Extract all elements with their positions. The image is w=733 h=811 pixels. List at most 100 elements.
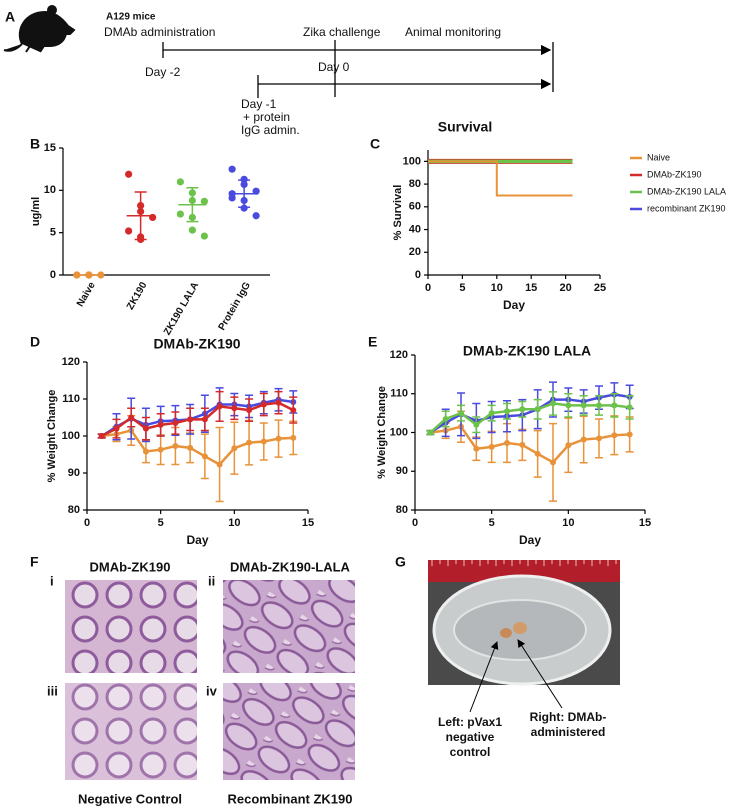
- data-point: [187, 444, 194, 451]
- data-point: [611, 432, 618, 439]
- panel-label: F: [30, 554, 39, 570]
- data-point: [149, 213, 157, 222]
- data-point: [458, 410, 464, 417]
- error-bar: [186, 187, 199, 223]
- data-point: [201, 416, 208, 423]
- data-point: [626, 404, 633, 411]
- sample-right: [513, 622, 527, 634]
- strain: A129 mice: [106, 12, 156, 23]
- y-tick-label: 40: [409, 223, 421, 235]
- panel-label: A: [5, 9, 15, 25]
- chart-title: DMAb-ZK190 LALA: [463, 343, 591, 359]
- data-point: [275, 399, 282, 406]
- y-axis-label: % Survival: [392, 185, 404, 241]
- ruler-ticks: [431, 560, 617, 566]
- y-tick-label: 120: [390, 349, 408, 361]
- x-tick-label: ZK190: [125, 280, 150, 312]
- photo-ruler: [428, 560, 620, 582]
- x-axis-label: Day: [503, 298, 525, 312]
- x-tick-label: 10: [562, 517, 574, 529]
- histology-image: [223, 580, 355, 673]
- image-title: DMAb-ZK190-LALA: [230, 559, 350, 574]
- data-point: [504, 408, 510, 415]
- x-axis-label: Day: [519, 533, 541, 547]
- data-point: [565, 442, 572, 449]
- mouse-icon: [3, 10, 76, 53]
- day-label: Day -2: [145, 65, 181, 79]
- sample-left: [500, 628, 512, 638]
- data-point: [596, 402, 602, 409]
- data-point: [260, 401, 267, 408]
- histology-image: [65, 580, 197, 673]
- x-tick-label: Protein IgG: [217, 280, 254, 332]
- data-point: [290, 407, 297, 414]
- x-tick-label: 0: [425, 282, 431, 294]
- data-point: [488, 443, 495, 450]
- step-label: IgG admin.: [241, 123, 300, 137]
- image-numeral: iii: [47, 683, 58, 698]
- error-bar: [134, 191, 147, 241]
- data-point: [142, 425, 149, 432]
- step-label: DMAb administration: [104, 25, 215, 39]
- data-point: [200, 197, 208, 205]
- y-tick-label: 0: [415, 269, 421, 281]
- legend-label: recombinant ZK190: [647, 203, 726, 213]
- y-tick-label: 100: [62, 430, 80, 442]
- y-tick-label: 100: [390, 426, 408, 438]
- legend-label: DMAb-ZK190 LALA: [647, 186, 726, 196]
- step-label: + protein: [243, 110, 290, 124]
- y-tick-label: 100: [403, 155, 421, 167]
- data-point: [252, 212, 260, 220]
- y-tick-label: 5: [50, 227, 56, 239]
- y-tick-label: 80: [68, 504, 80, 516]
- data-point: [550, 400, 556, 407]
- y-axis-label: ug/ml: [30, 197, 42, 226]
- data-point: [187, 416, 194, 423]
- data-point: [228, 165, 236, 173]
- image-numeral: ii: [208, 573, 215, 588]
- photo-label: negative: [446, 730, 495, 744]
- data-point: [176, 178, 184, 186]
- x-tick-label: 0: [412, 517, 418, 529]
- data-point: [240, 204, 248, 212]
- x-tick-label: 15: [302, 517, 314, 529]
- photo-label: administered: [531, 725, 606, 739]
- data-point: [176, 210, 184, 218]
- error-bar: [238, 179, 251, 209]
- panel-label: B: [30, 136, 40, 152]
- y-tick-label: 90: [68, 467, 80, 479]
- y-tick-label: 110: [62, 393, 80, 405]
- photo-label: Right: DMAb-: [530, 710, 607, 724]
- data-point: [565, 402, 572, 409]
- image-title: DMAb-ZK190: [90, 559, 171, 574]
- y-axis-label: % Weight Change: [376, 386, 388, 479]
- x-tick-label: 0: [84, 517, 90, 529]
- data-point: [580, 402, 587, 409]
- panel-label: G: [395, 554, 406, 570]
- data-point: [473, 445, 480, 452]
- day-label: Day -1: [241, 97, 277, 111]
- x-tick-label: 15: [639, 517, 651, 529]
- x-tick-label: ZK190 LALA: [162, 280, 201, 337]
- mouse-ear: [47, 5, 57, 15]
- data-point: [240, 175, 248, 183]
- data-point: [188, 226, 196, 234]
- day-label: Day 0: [318, 60, 350, 74]
- data-point: [125, 170, 133, 178]
- data-point: [231, 445, 238, 452]
- image-numeral: iv: [206, 683, 218, 698]
- data-point: [200, 232, 208, 240]
- legend-label: Naive: [647, 152, 670, 162]
- data-point: [246, 439, 253, 446]
- photo-label: Left: pVax1: [438, 715, 502, 729]
- y-tick-label: 60: [409, 201, 421, 213]
- x-tick-label: 25: [594, 282, 606, 294]
- data-point: [596, 435, 602, 442]
- step-label: Zika challenge: [303, 25, 381, 39]
- data-point: [534, 450, 541, 457]
- data-point: [172, 442, 179, 449]
- data-point: [611, 402, 618, 409]
- histology-image: [223, 683, 355, 780]
- survival-line: [428, 160, 573, 197]
